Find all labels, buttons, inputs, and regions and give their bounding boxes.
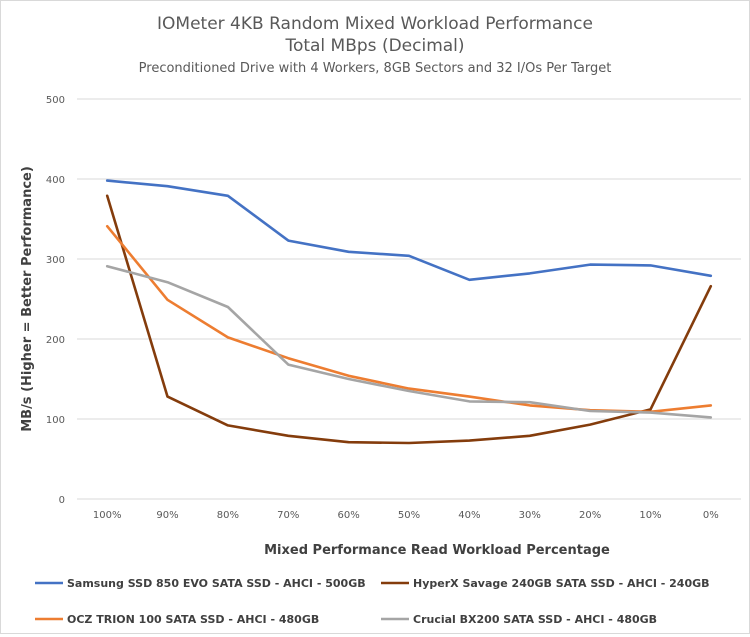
x-tick-label: 20% [579, 510, 601, 521]
y-tick-label: 0 [59, 495, 65, 506]
y-tick-label: 500 [46, 95, 65, 106]
series-line-2 [105, 194, 713, 445]
legend-label: Samsung SSD 850 EVO SATA SSD - AHCI - 50… [67, 577, 366, 590]
series-line-1 [105, 179, 713, 282]
x-tick-label: 0% [703, 510, 719, 521]
x-tick-label: 10% [639, 510, 661, 521]
y-tick-label: 200 [46, 335, 65, 346]
chart-title-line-1: IOMeter 4KB Random Mixed Workload Perfor… [157, 14, 593, 34]
chart-subtitle: Preconditioned Drive with 4 Workers, 8GB… [139, 61, 612, 76]
series-line-4 [105, 264, 713, 419]
x-axis-title: Mixed Performance Read Workload Percenta… [264, 543, 610, 558]
y-tick-label: 300 [46, 255, 65, 266]
x-tick-label: 100% [93, 510, 122, 521]
y-tick-label: 400 [46, 175, 65, 186]
gridlines [77, 98, 741, 500]
x-tick-label: 60% [338, 510, 360, 521]
legend-label: OCZ TRION 100 SATA SSD - AHCI - 480GB [67, 613, 319, 626]
legend: Samsung SSD 850 EVO SATA SSD - AHCI - 50… [35, 577, 710, 626]
x-axis-ticks: 100% 90% 80% 70% 60% 50% 40% 30% 20% 10% 0% [93, 510, 719, 521]
y-axis-title: MB/s (Higher = Better Performance) [20, 166, 35, 432]
series-line-3 [105, 224, 713, 414]
x-tick-label: 50% [398, 510, 420, 521]
legend-label: Crucial BX200 SATA SSD - AHCI - 480GB [413, 613, 657, 626]
chart-title-line-2: Total MBps (Decimal) [284, 36, 464, 56]
x-tick-label: 40% [458, 510, 480, 521]
x-tick-label: 90% [156, 510, 178, 521]
series-lines [105, 179, 713, 445]
legend-label: HyperX Savage 240GB SATA SSD - AHCI - 24… [413, 577, 710, 590]
y-tick-label: 100 [46, 415, 65, 426]
x-tick-label: 80% [217, 510, 239, 521]
x-tick-label: 70% [277, 510, 299, 521]
x-tick-label: 30% [519, 510, 541, 521]
y-axis-ticks: 0 100 200 300 400 500 [46, 95, 65, 506]
